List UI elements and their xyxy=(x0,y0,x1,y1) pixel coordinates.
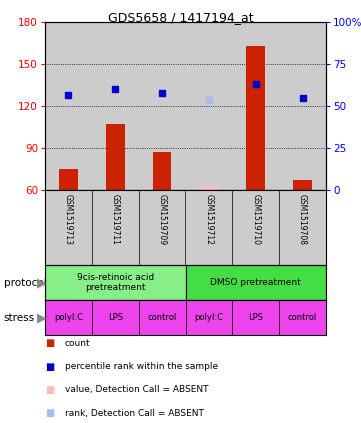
Bar xyxy=(139,300,186,335)
Text: GSM1519710: GSM1519710 xyxy=(251,194,260,245)
Text: value, Detection Call = ABSENT: value, Detection Call = ABSENT xyxy=(65,385,208,395)
Text: GDS5658 / 1417194_at: GDS5658 / 1417194_at xyxy=(108,11,253,24)
Text: LPS: LPS xyxy=(108,313,123,322)
Bar xyxy=(186,265,326,300)
Text: GSM1519709: GSM1519709 xyxy=(158,194,166,245)
Bar xyxy=(106,124,125,190)
Text: ■: ■ xyxy=(45,385,54,395)
Text: GSM1519713: GSM1519713 xyxy=(64,194,73,245)
Text: ■: ■ xyxy=(45,338,54,349)
Bar xyxy=(279,300,326,335)
Bar xyxy=(293,180,312,190)
Text: control: control xyxy=(288,313,317,322)
Bar xyxy=(59,169,78,190)
Text: control: control xyxy=(147,313,177,322)
Text: ■: ■ xyxy=(45,362,54,372)
Bar xyxy=(200,186,218,190)
Text: DMSO pretreatment: DMSO pretreatment xyxy=(210,278,301,287)
Bar xyxy=(45,300,92,335)
Text: polyI:C: polyI:C xyxy=(54,313,83,322)
Text: percentile rank within the sample: percentile rank within the sample xyxy=(65,362,218,371)
Text: rank, Detection Call = ABSENT: rank, Detection Call = ABSENT xyxy=(65,409,204,418)
Text: protocol: protocol xyxy=(4,277,46,288)
Bar xyxy=(232,300,279,335)
Text: 9cis-retinoic acid
pretreatment: 9cis-retinoic acid pretreatment xyxy=(77,273,154,292)
Bar xyxy=(45,265,186,300)
Text: GSM1519711: GSM1519711 xyxy=(111,194,120,244)
Bar xyxy=(247,46,265,190)
Text: count: count xyxy=(65,339,91,348)
Text: GSM1519712: GSM1519712 xyxy=(204,194,213,244)
Text: ■: ■ xyxy=(45,408,54,418)
Text: ▶: ▶ xyxy=(38,276,47,289)
Text: ▶: ▶ xyxy=(38,311,47,324)
Bar xyxy=(153,152,171,190)
Text: LPS: LPS xyxy=(248,313,263,322)
Text: GSM1519708: GSM1519708 xyxy=(298,194,307,245)
Bar xyxy=(92,300,139,335)
Text: polyI:C: polyI:C xyxy=(195,313,223,322)
Text: stress: stress xyxy=(4,313,35,322)
Bar xyxy=(186,300,232,335)
